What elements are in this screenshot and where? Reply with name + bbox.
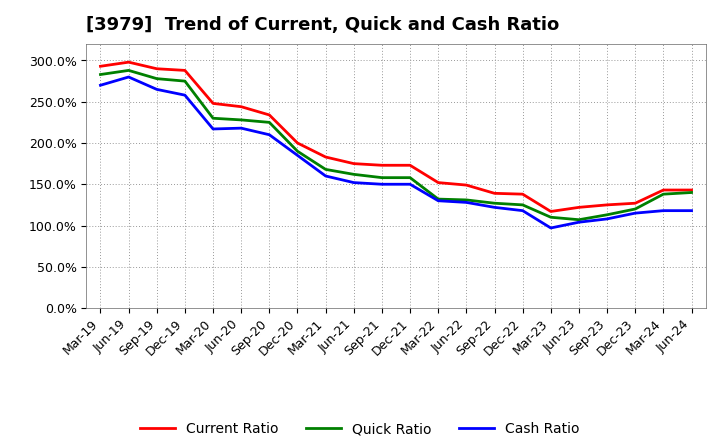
Quick Ratio [265, 120, 274, 125]
Cash Ratio [96, 83, 105, 88]
Quick Ratio [209, 116, 217, 121]
Current Ratio [125, 59, 133, 65]
Cash Ratio [209, 126, 217, 132]
Cash Ratio [659, 208, 667, 213]
Cash Ratio [406, 182, 415, 187]
Current Ratio [659, 187, 667, 193]
Cash Ratio [575, 220, 583, 225]
Quick Ratio [125, 68, 133, 73]
Current Ratio [96, 64, 105, 69]
Quick Ratio [406, 175, 415, 180]
Current Ratio [377, 163, 386, 168]
Quick Ratio [687, 190, 696, 195]
Cash Ratio [603, 216, 611, 221]
Quick Ratio [546, 215, 555, 220]
Text: [3979]  Trend of Current, Quick and Cash Ratio: [3979] Trend of Current, Quick and Cash … [86, 16, 559, 34]
Cash Ratio [293, 153, 302, 158]
Line: Current Ratio: Current Ratio [101, 62, 691, 212]
Cash Ratio [490, 205, 499, 210]
Cash Ratio [237, 125, 246, 131]
Line: Cash Ratio: Cash Ratio [101, 77, 691, 228]
Quick Ratio [377, 175, 386, 180]
Current Ratio [237, 104, 246, 109]
Current Ratio [490, 191, 499, 196]
Legend: Current Ratio, Quick Ratio, Cash Ratio: Current Ratio, Quick Ratio, Cash Ratio [135, 417, 585, 440]
Cash Ratio [631, 210, 639, 216]
Cash Ratio [125, 74, 133, 80]
Quick Ratio [603, 212, 611, 217]
Quick Ratio [518, 202, 527, 208]
Current Ratio [406, 163, 415, 168]
Quick Ratio [659, 191, 667, 197]
Current Ratio [349, 161, 358, 166]
Quick Ratio [181, 78, 189, 84]
Current Ratio [434, 180, 443, 185]
Current Ratio [153, 66, 161, 71]
Cash Ratio [181, 92, 189, 98]
Line: Quick Ratio: Quick Ratio [101, 70, 691, 220]
Current Ratio [631, 201, 639, 206]
Cash Ratio [518, 208, 527, 213]
Quick Ratio [96, 72, 105, 77]
Quick Ratio [349, 172, 358, 177]
Cash Ratio [349, 180, 358, 185]
Cash Ratio [265, 132, 274, 137]
Quick Ratio [237, 117, 246, 122]
Quick Ratio [434, 196, 443, 202]
Cash Ratio [687, 208, 696, 213]
Quick Ratio [293, 149, 302, 154]
Current Ratio [265, 112, 274, 117]
Cash Ratio [462, 200, 471, 205]
Quick Ratio [462, 197, 471, 202]
Quick Ratio [490, 201, 499, 206]
Current Ratio [321, 154, 330, 160]
Cash Ratio [377, 182, 386, 187]
Current Ratio [687, 187, 696, 193]
Cash Ratio [546, 225, 555, 231]
Current Ratio [293, 140, 302, 146]
Current Ratio [518, 191, 527, 197]
Current Ratio [462, 183, 471, 188]
Cash Ratio [434, 198, 443, 203]
Quick Ratio [321, 167, 330, 172]
Current Ratio [575, 205, 583, 210]
Quick Ratio [153, 76, 161, 81]
Current Ratio [209, 101, 217, 106]
Current Ratio [603, 202, 611, 208]
Current Ratio [181, 68, 189, 73]
Current Ratio [546, 209, 555, 214]
Quick Ratio [631, 206, 639, 212]
Cash Ratio [153, 87, 161, 92]
Quick Ratio [575, 217, 583, 222]
Cash Ratio [321, 173, 330, 179]
